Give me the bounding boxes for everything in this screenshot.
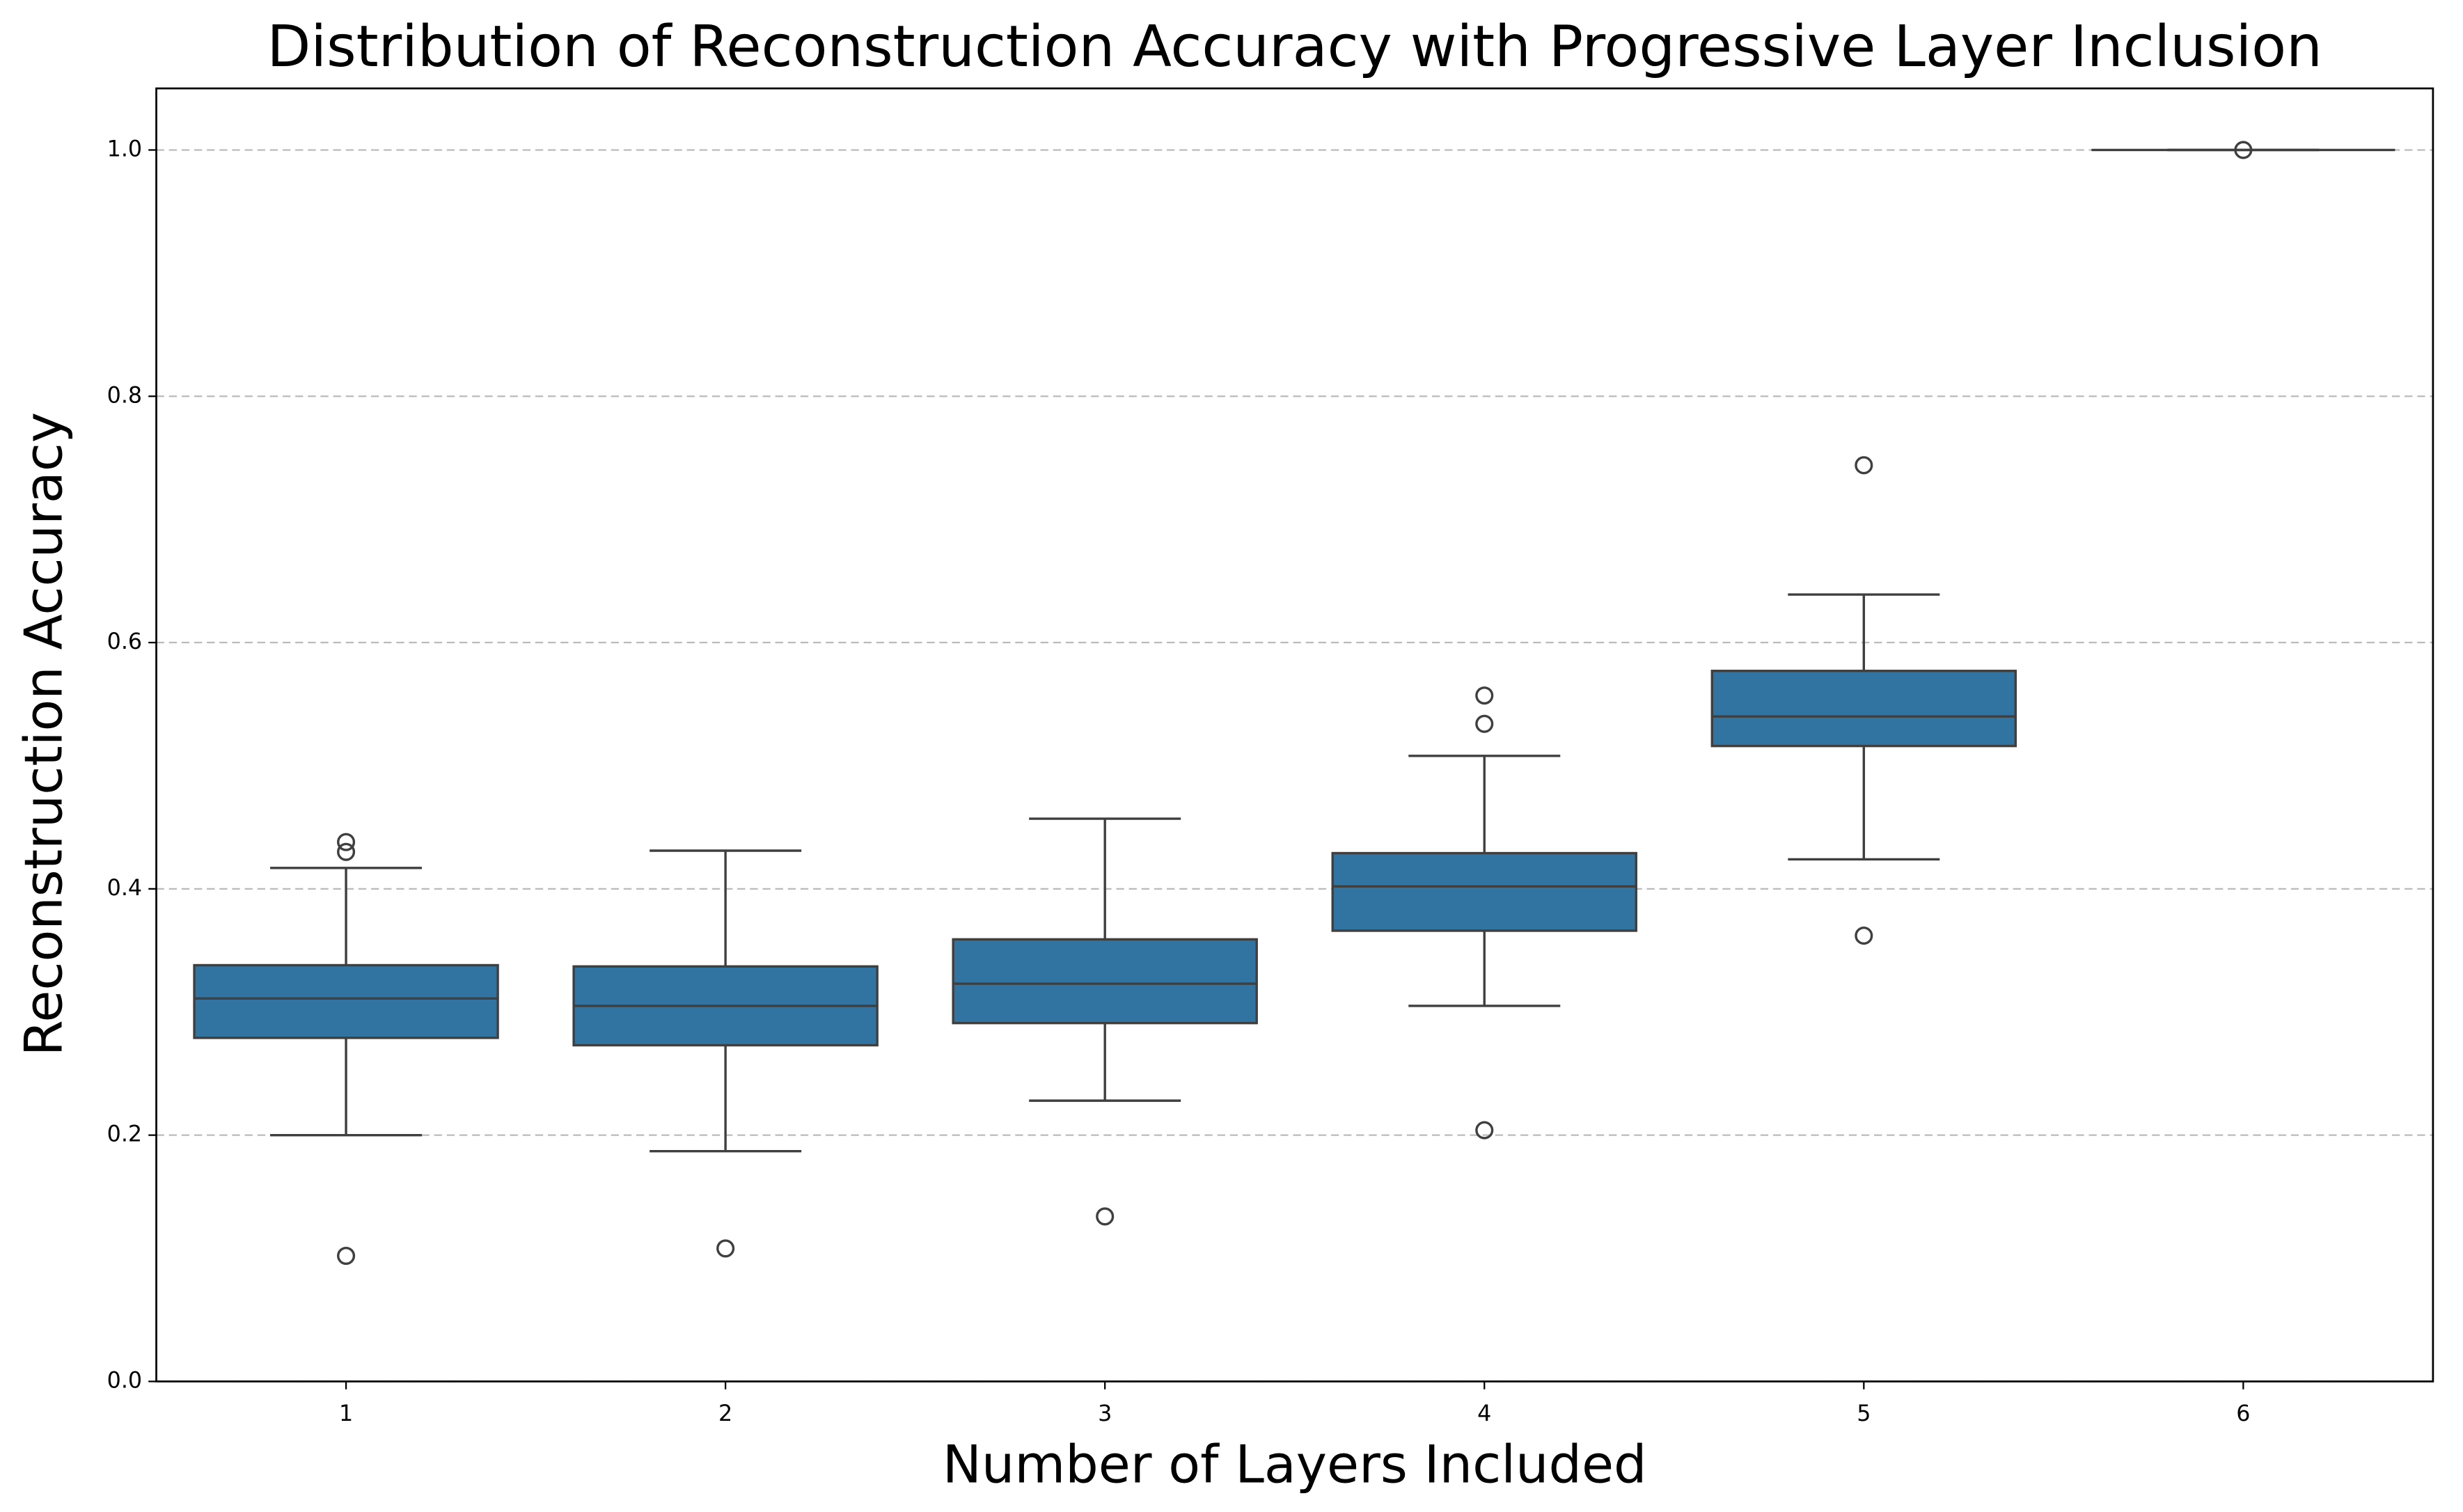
- outlier: [2234, 141, 2253, 159]
- x-tick-label: 6: [2236, 1401, 2250, 1426]
- x-axis-label: Number of Layers Included: [943, 1435, 1647, 1495]
- chart-title: Distribution of Reconstruction Accuracy …: [267, 14, 2322, 80]
- y-tick-label: 0.2: [107, 1122, 143, 1147]
- outlier: [337, 833, 356, 851]
- outlier: [337, 1246, 356, 1266]
- outlier: [1475, 1121, 1494, 1140]
- y-tick-label: 1.0: [107, 136, 143, 162]
- outlier: [1096, 1207, 1115, 1226]
- box: [952, 938, 1258, 1025]
- y-tick-label: 0.0: [107, 1368, 143, 1393]
- box: [1710, 670, 2017, 748]
- outlier: [1475, 714, 1494, 733]
- x-tick-label: 4: [1477, 1401, 1491, 1426]
- outlier: [1855, 456, 1873, 475]
- x-tick-label: 5: [1857, 1401, 1871, 1426]
- y-tick-label: 0.6: [107, 629, 143, 654]
- y-axis-label: Reconstruction Accuracy: [14, 412, 74, 1056]
- outlier: [1475, 686, 1494, 705]
- outlier: [1855, 927, 1873, 945]
- y-tick-label: 0.4: [107, 876, 143, 901]
- x-tick-label: 1: [339, 1401, 353, 1426]
- box: [1331, 851, 1637, 932]
- outlier: [716, 1239, 735, 1258]
- x-tick-label: 2: [718, 1401, 732, 1426]
- plot-frame: [155, 87, 2434, 1383]
- x-tick-label: 3: [1098, 1401, 1112, 1426]
- outlier: [337, 842, 356, 861]
- box: [193, 963, 499, 1039]
- y-tick-label: 0.8: [107, 383, 143, 408]
